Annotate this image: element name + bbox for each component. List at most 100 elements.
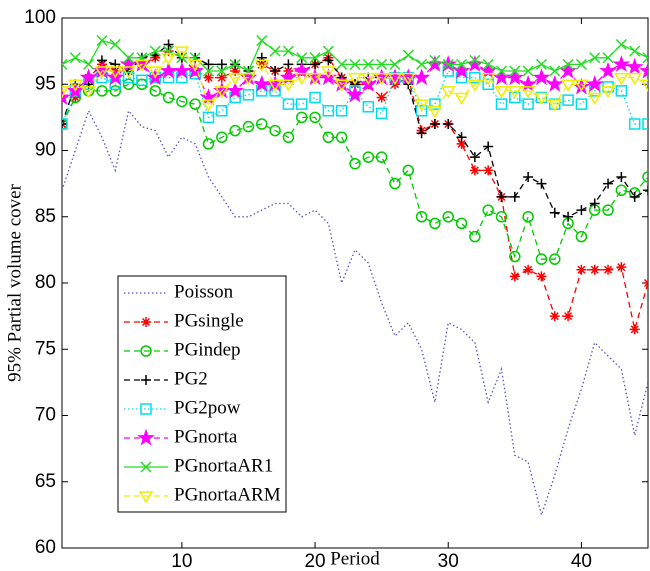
marker bbox=[589, 264, 600, 275]
marker bbox=[323, 55, 334, 66]
legend-label: PGindep bbox=[174, 339, 241, 360]
marker bbox=[362, 58, 374, 70]
marker bbox=[138, 491, 154, 504]
marker bbox=[81, 86, 96, 99]
marker bbox=[616, 172, 627, 182]
marker bbox=[639, 61, 648, 79]
marker bbox=[483, 165, 494, 176]
marker bbox=[269, 45, 281, 57]
marker bbox=[282, 131, 295, 143]
marker bbox=[442, 211, 454, 223]
y-axis-label: 95% Partial volume cover bbox=[4, 183, 25, 382]
marker bbox=[494, 86, 509, 99]
marker bbox=[400, 72, 416, 86]
marker bbox=[603, 178, 614, 189]
marker bbox=[643, 185, 648, 196]
marker bbox=[62, 58, 68, 70]
marker bbox=[107, 66, 123, 79]
marker bbox=[389, 58, 401, 70]
marker bbox=[136, 74, 148, 87]
marker bbox=[310, 59, 321, 70]
marker bbox=[62, 118, 68, 130]
marker bbox=[467, 79, 483, 92]
marker bbox=[414, 99, 429, 112]
marker bbox=[614, 72, 629, 86]
marker bbox=[522, 211, 534, 223]
marker bbox=[629, 324, 640, 335]
marker bbox=[509, 91, 521, 104]
marker bbox=[140, 403, 152, 415]
marker bbox=[334, 79, 350, 92]
marker bbox=[549, 253, 561, 265]
marker bbox=[322, 131, 335, 143]
marker bbox=[455, 217, 468, 230]
marker bbox=[534, 92, 549, 105]
marker bbox=[149, 45, 161, 57]
marker bbox=[440, 86, 456, 99]
marker bbox=[509, 271, 520, 282]
marker bbox=[70, 92, 81, 103]
marker bbox=[389, 177, 401, 190]
marker bbox=[415, 211, 428, 223]
x-tick-label: 20 bbox=[304, 551, 325, 571]
marker bbox=[269, 124, 281, 137]
marker bbox=[442, 58, 454, 70]
marker bbox=[562, 94, 574, 106]
marker bbox=[321, 66, 336, 79]
marker bbox=[602, 204, 614, 216]
marker bbox=[469, 165, 480, 176]
marker bbox=[535, 58, 547, 70]
legend-label: PGnorta bbox=[174, 426, 238, 447]
marker bbox=[585, 75, 604, 92]
marker bbox=[589, 198, 600, 209]
x-axis-label: Period bbox=[330, 548, 380, 569]
marker bbox=[416, 58, 428, 70]
marker bbox=[483, 141, 494, 152]
marker bbox=[575, 230, 588, 243]
marker bbox=[587, 92, 603, 105]
marker bbox=[576, 264, 587, 275]
marker bbox=[625, 57, 644, 75]
legend-box bbox=[117, 275, 287, 513]
marker bbox=[94, 66, 110, 79]
marker bbox=[216, 131, 228, 143]
marker bbox=[509, 250, 521, 263]
plot-area bbox=[62, 34, 648, 518]
y-tick-label: 90 bbox=[35, 140, 56, 161]
marker bbox=[140, 345, 152, 357]
marker bbox=[545, 75, 564, 92]
marker bbox=[443, 119, 454, 129]
marker bbox=[254, 59, 270, 72]
marker bbox=[575, 58, 587, 70]
marker bbox=[121, 66, 136, 79]
marker bbox=[402, 49, 414, 61]
marker bbox=[599, 61, 617, 79]
marker bbox=[109, 85, 122, 97]
marker bbox=[202, 138, 215, 150]
marker bbox=[307, 72, 323, 86]
marker bbox=[576, 205, 587, 216]
marker bbox=[174, 46, 190, 59]
marker bbox=[216, 105, 228, 117]
y-tick-label: 75 bbox=[35, 338, 56, 359]
marker bbox=[603, 264, 614, 275]
marker bbox=[429, 54, 441, 66]
marker bbox=[429, 217, 441, 230]
legend-label: Poisson bbox=[174, 281, 234, 302]
marker bbox=[141, 317, 151, 327]
marker bbox=[241, 72, 256, 86]
marker bbox=[203, 59, 214, 70]
marker bbox=[335, 105, 348, 117]
marker bbox=[642, 171, 648, 183]
marker bbox=[387, 72, 403, 86]
marker bbox=[229, 124, 241, 137]
marker bbox=[134, 59, 150, 72]
marker bbox=[349, 58, 361, 70]
marker bbox=[495, 65, 508, 77]
legend-label: PGsingle bbox=[174, 310, 244, 331]
marker bbox=[242, 89, 255, 101]
marker bbox=[480, 72, 496, 86]
marker bbox=[374, 72, 389, 86]
marker bbox=[149, 85, 161, 97]
